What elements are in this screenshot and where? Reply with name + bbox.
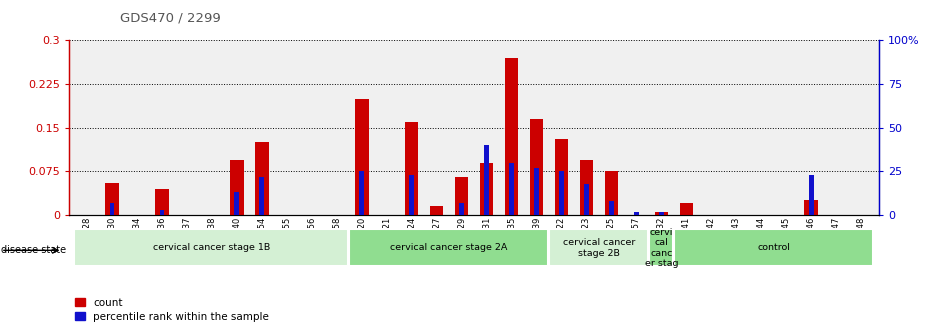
Bar [159, 210, 164, 215]
Bar [349, 229, 548, 266]
Bar [410, 175, 413, 215]
Bar [430, 206, 443, 215]
Bar [505, 58, 518, 215]
Bar [485, 145, 488, 215]
Bar [605, 171, 618, 215]
Bar [635, 212, 638, 215]
Bar [660, 212, 663, 215]
Bar [610, 201, 613, 215]
Text: cervical cancer
stage 2B: cervical cancer stage 2B [562, 238, 635, 257]
Bar [555, 139, 568, 215]
Bar [655, 212, 668, 215]
Bar [235, 192, 239, 215]
Bar [649, 229, 672, 266]
Text: cervi
cal
canc
er stag: cervi cal canc er stag [645, 228, 678, 268]
Bar [809, 175, 814, 215]
Bar [360, 171, 364, 215]
Bar [535, 168, 538, 215]
Bar [109, 203, 114, 215]
Bar [460, 203, 463, 215]
Bar [805, 201, 819, 215]
Bar [674, 229, 873, 266]
Bar [585, 183, 588, 215]
Text: cervical cancer stage 1B: cervical cancer stage 1B [154, 243, 270, 252]
Bar [105, 183, 118, 215]
Text: control: control [758, 243, 790, 252]
Text: cervical cancer stage 2A: cervical cancer stage 2A [390, 243, 508, 252]
Bar [260, 177, 264, 215]
Legend: count, percentile rank within the sample: count, percentile rank within the sample [75, 298, 269, 322]
Bar [580, 160, 593, 215]
Bar [530, 119, 543, 215]
Bar [455, 177, 468, 215]
Bar [480, 163, 493, 215]
Bar [510, 163, 513, 215]
Bar [405, 122, 418, 215]
Bar [549, 229, 647, 266]
Bar [560, 171, 563, 215]
Text: disease state: disease state [1, 245, 66, 255]
Bar [680, 203, 693, 215]
Text: GDS470 / 2299: GDS470 / 2299 [120, 12, 221, 25]
Bar [355, 98, 368, 215]
Bar [154, 189, 168, 215]
Bar [230, 160, 243, 215]
Bar [255, 142, 268, 215]
Bar [74, 229, 348, 266]
